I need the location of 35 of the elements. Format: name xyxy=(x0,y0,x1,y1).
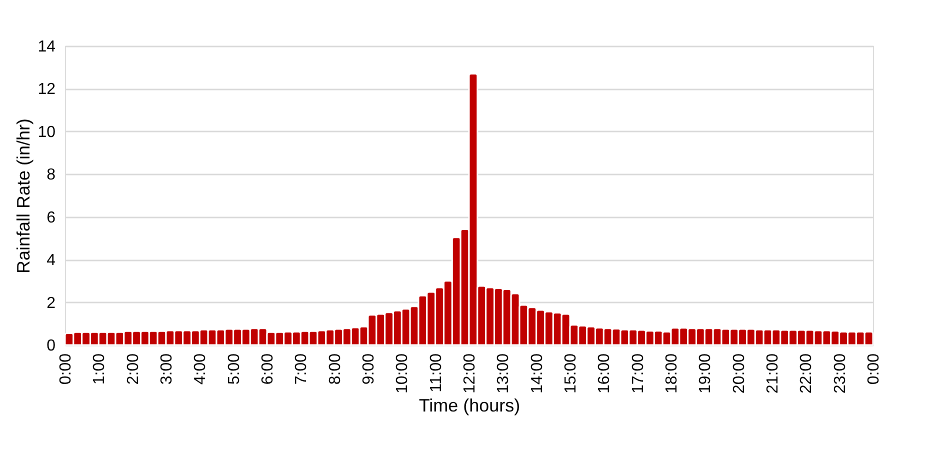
x-tick-label: 19:00 xyxy=(697,353,714,394)
x-tick-label: 2:00 xyxy=(124,353,142,385)
x-tick-label: 4:00 xyxy=(192,353,210,385)
x-tick-label: 5:00 xyxy=(226,353,243,385)
y-tick-label: 2 xyxy=(46,294,56,312)
x-tick-label: 22:00 xyxy=(798,353,816,394)
x-tick-label: 1:00 xyxy=(91,353,108,385)
x-tick-label: 23:00 xyxy=(832,353,849,394)
x-tick-label: 7:00 xyxy=(293,353,310,385)
x-tick-label: 13:00 xyxy=(495,353,512,394)
x-tick-label: 0:00 xyxy=(58,353,74,385)
y-tick-label: 0 xyxy=(46,338,56,354)
y-tick-label: 4 xyxy=(46,252,56,270)
x-tick-label: 10:00 xyxy=(394,353,412,394)
x-tick-label: 18:00 xyxy=(664,353,680,394)
x-tick-label: 17:00 xyxy=(630,353,647,394)
y-tick-label: 6 xyxy=(46,209,56,226)
x-tick-label: 12:00 xyxy=(462,353,478,394)
y-axis-title: Rainfall Rate (in/hr) xyxy=(14,118,34,274)
x-tick-label: 8:00 xyxy=(326,353,344,385)
x-tick-label: 9:00 xyxy=(360,353,378,385)
y-tick-label: 10 xyxy=(38,124,56,141)
y-tick-label: 14 xyxy=(38,38,56,56)
x-tick-label: 16:00 xyxy=(596,353,614,394)
x-tick-label: 21:00 xyxy=(764,353,782,394)
x-tick-label: 15:00 xyxy=(562,353,580,394)
x-tick-label: 6:00 xyxy=(260,353,276,385)
y-tick-label: 12 xyxy=(38,81,56,98)
y-tick-label: 8 xyxy=(46,166,56,184)
x-tick-label: 14:00 xyxy=(528,353,546,394)
x-tick-label: 11:00 xyxy=(428,353,445,392)
x-tick-label: 0:00 xyxy=(866,353,882,385)
x-tick-label: 3:00 xyxy=(158,353,176,385)
x-tick-label: 20:00 xyxy=(730,353,748,394)
x-axis-title: Time (hours) xyxy=(418,396,520,416)
